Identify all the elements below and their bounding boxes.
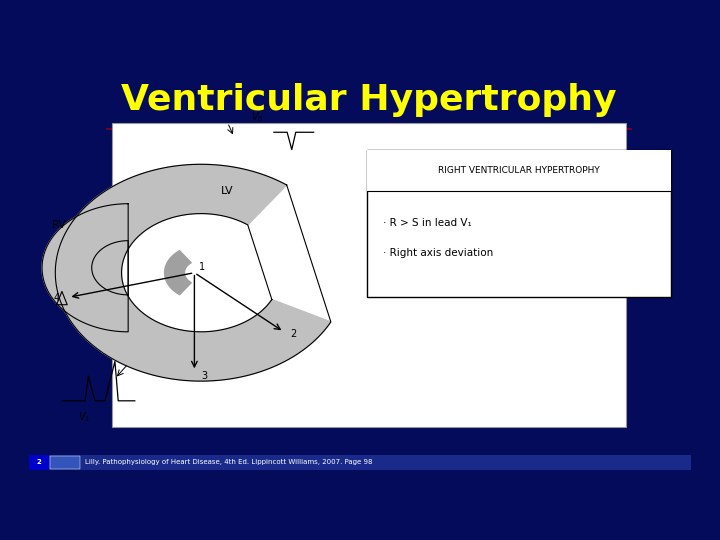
Text: LV: LV (221, 186, 233, 196)
Text: RIGHT VENTRICULAR HYPERTROPHY: RIGHT VENTRICULAR HYPERTROPHY (438, 166, 600, 175)
Text: 3: 3 (201, 370, 207, 381)
Text: 4: 4 (54, 293, 60, 303)
Text: · R > S in lead V₁: · R > S in lead V₁ (383, 218, 472, 228)
Text: 1: 1 (199, 262, 205, 272)
FancyBboxPatch shape (112, 123, 626, 427)
Bar (366, 150, 671, 191)
Text: Lilly. Pathophysiology of Heart Disease, 4th Ed. Lippincott Williams, 2007. Page: Lilly. Pathophysiology of Heart Disease,… (85, 460, 373, 465)
Polygon shape (42, 204, 128, 332)
Bar (50, 456, 80, 469)
Text: Ventricular Hypertrophy: Ventricular Hypertrophy (121, 83, 617, 117)
Text: 2: 2 (37, 460, 41, 465)
Text: $V_6$: $V_6$ (251, 110, 264, 124)
Bar (29, 455, 691, 470)
Polygon shape (165, 251, 192, 295)
Bar (366, 150, 671, 298)
Bar (29, 455, 49, 470)
Text: $V_1$: $V_1$ (78, 410, 91, 424)
Text: · Right axis deviation: · Right axis deviation (383, 248, 493, 258)
Text: 2: 2 (290, 329, 297, 339)
Polygon shape (55, 164, 331, 381)
Text: RV: RV (52, 220, 67, 231)
